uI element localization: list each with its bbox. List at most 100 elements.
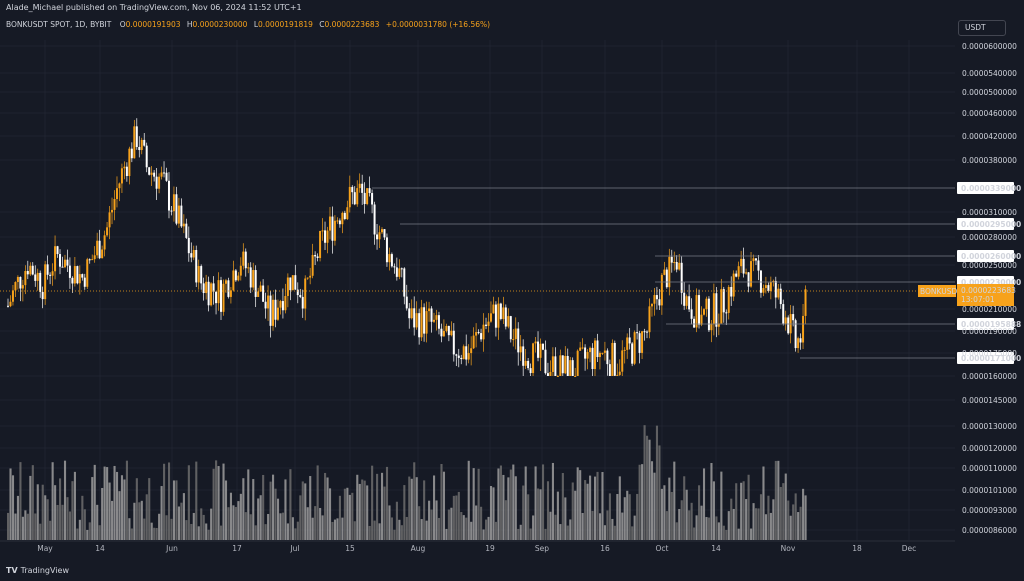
candle-body <box>698 295 701 325</box>
volume-bar <box>665 511 668 540</box>
candle-body <box>383 229 386 238</box>
tradingview-logo[interactable]: 𝗧𝗩 TradingView <box>6 566 69 575</box>
candle-body <box>539 343 542 358</box>
volume-bar <box>133 502 136 540</box>
volume-bar <box>395 501 398 540</box>
candle-body <box>522 346 525 366</box>
volume-bar <box>247 469 250 540</box>
currency-button[interactable]: USDT <box>958 20 1006 36</box>
candle-body <box>437 315 440 329</box>
candle-body <box>465 346 468 360</box>
volume-bar <box>502 474 505 540</box>
volume-bar <box>440 463 443 540</box>
candle-body <box>742 258 745 274</box>
volume-bar <box>690 502 693 540</box>
volume-bar <box>527 494 530 540</box>
volume-bar <box>51 462 54 540</box>
volume-bars <box>7 425 807 540</box>
candle-body <box>388 254 391 263</box>
candle-body <box>546 373 549 376</box>
price-tick-label: 0.0000130000 <box>962 422 1017 431</box>
candle-body <box>784 317 787 324</box>
volume-bar <box>234 506 237 540</box>
volume-bar <box>338 495 341 540</box>
candle-body <box>16 276 19 283</box>
volume-bar <box>566 525 569 540</box>
candle-body <box>390 254 393 267</box>
volume-bar <box>14 513 17 540</box>
volume-bar <box>138 502 141 540</box>
candle-body <box>319 230 322 258</box>
volume-bar <box>712 481 715 540</box>
candle-body <box>395 267 398 277</box>
volume-bar <box>155 527 158 540</box>
volume-bar <box>782 483 785 540</box>
candle-body <box>566 355 569 376</box>
volume-bar <box>281 512 285 540</box>
volume-bar <box>301 481 304 540</box>
candle-body <box>311 254 314 276</box>
candle-body <box>237 275 240 281</box>
volume-bar <box>618 476 621 540</box>
candle-body <box>403 268 406 297</box>
candle-body <box>400 268 403 270</box>
candle-body <box>46 264 49 275</box>
candle-body <box>737 266 740 277</box>
volume-bar <box>321 515 324 540</box>
candle-body <box>670 256 673 263</box>
candle-body <box>512 339 515 341</box>
volume-bar <box>153 527 156 540</box>
price-chart[interactable]: 0.00003390000.00002950000.00002600000.00… <box>0 0 1024 560</box>
volume-bar <box>410 478 413 540</box>
candle-body <box>457 355 460 358</box>
candle-body <box>234 270 237 281</box>
price-tick-label: 0.0000190000 <box>962 327 1017 336</box>
volume-bar <box>187 465 190 540</box>
bar-countdown: 13:07:01 <box>961 295 995 304</box>
candle-body <box>564 355 567 374</box>
volume-bar <box>59 478 62 540</box>
price-axis[interactable]: 0.0000600000 0.0000540000 0.0000500000 0.00… <box>962 42 1017 535</box>
price-tick-label: 0.0000210000 <box>962 305 1017 314</box>
volume-bar <box>376 473 379 540</box>
candle-body <box>717 323 720 327</box>
candle-body <box>472 335 475 349</box>
candle-body <box>646 331 649 333</box>
price-tick-label: 0.0000380000 <box>962 156 1017 165</box>
volume-bar <box>130 528 133 540</box>
volume-bar <box>497 468 500 540</box>
volume-bar <box>34 513 37 540</box>
candle-body <box>227 280 230 297</box>
volume-bar <box>252 479 255 540</box>
candle-body <box>477 332 480 334</box>
symbol-label[interactable]: BONKUSDT SPOT, 1D, BYBIT <box>6 20 112 29</box>
candle-body <box>113 199 116 210</box>
candlesticks <box>7 118 807 377</box>
candle-body <box>205 281 208 294</box>
volume-bar <box>616 494 619 540</box>
candle-body <box>29 265 32 275</box>
volume-bar <box>128 518 131 540</box>
volume-bar <box>423 480 426 540</box>
volume-bar <box>613 525 616 540</box>
volume-bar <box>541 464 545 540</box>
volume-bar <box>200 508 203 540</box>
volume-bar <box>700 505 703 540</box>
level-price-label: 0.0000339000 <box>961 184 1021 193</box>
candle-body <box>316 256 319 258</box>
volume-bar <box>26 513 29 540</box>
candle-body <box>559 355 562 376</box>
candle-body <box>675 262 678 270</box>
time-tick-label: Dec <box>902 544 917 553</box>
candle-body <box>693 318 696 328</box>
time-axis[interactable]: May 14 Jun 17 Jul 15 Aug 19 Sep 16 Oct 14 Nov 18 Dec <box>0 540 955 553</box>
volume-bar <box>291 517 294 540</box>
candle-body <box>163 172 166 174</box>
volume-bar <box>264 524 267 540</box>
candle-body <box>611 342 614 376</box>
volume-bar <box>113 465 116 540</box>
volume-bar <box>695 515 698 540</box>
volume-bar <box>581 512 584 540</box>
volume-bar <box>351 492 354 540</box>
candle-body <box>175 194 178 224</box>
